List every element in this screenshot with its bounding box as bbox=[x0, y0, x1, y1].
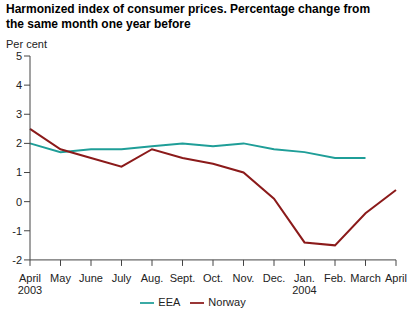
svg-text:Jan.2004: Jan.2004 bbox=[292, 272, 316, 296]
svg-text:Aug.: Aug. bbox=[141, 272, 164, 284]
svg-text:Feb.: Feb. bbox=[324, 272, 346, 284]
svg-text:3: 3 bbox=[16, 108, 22, 120]
svg-text:March: March bbox=[350, 272, 381, 284]
svg-text:June: June bbox=[79, 272, 103, 284]
svg-text:Sept.: Sept. bbox=[170, 272, 196, 284]
svg-text:1: 1 bbox=[16, 166, 22, 178]
svg-text:0: 0 bbox=[16, 196, 22, 208]
svg-text:Oct.: Oct. bbox=[203, 272, 223, 284]
svg-text:-1: -1 bbox=[12, 225, 22, 237]
svg-text:July: July bbox=[112, 272, 132, 284]
svg-text:Dec.: Dec. bbox=[263, 272, 286, 284]
html-text:Per cent: Per cent bbox=[6, 38, 47, 50]
svg-text:4: 4 bbox=[16, 79, 22, 91]
svg-text:April2003: April2003 bbox=[18, 272, 42, 296]
svg-text:5: 5 bbox=[16, 50, 22, 62]
svg-text:-2: -2 bbox=[12, 254, 22, 266]
svg-text:2: 2 bbox=[16, 137, 22, 149]
svg-text:May: May bbox=[50, 272, 71, 284]
html-text:Norway: Norway bbox=[208, 295, 246, 308]
html-text:Harmonized index of consumer p: Harmonized index of consumer prices. Per… bbox=[6, 2, 371, 31]
svg-text:April: April bbox=[385, 272, 406, 284]
svg-text:Nov.: Nov. bbox=[233, 272, 255, 284]
html-text:EEA: EEA bbox=[158, 295, 181, 308]
